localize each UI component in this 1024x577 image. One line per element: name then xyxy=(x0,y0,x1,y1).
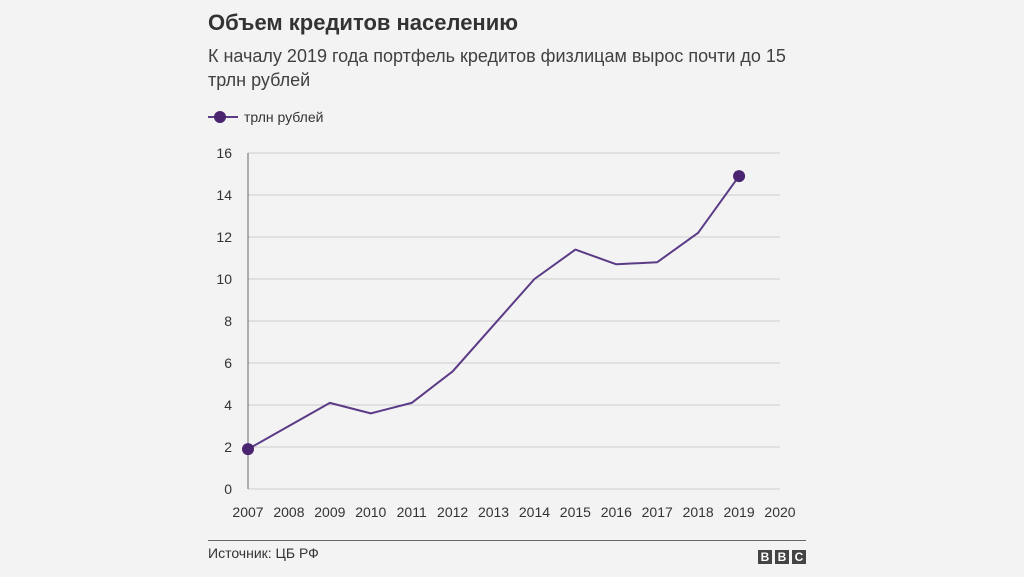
data-point-marker xyxy=(242,443,254,456)
x-tick-label: 2010 xyxy=(355,504,386,520)
footer-divider xyxy=(208,540,806,541)
x-tick-label: 2009 xyxy=(314,504,345,520)
source-note: Источник: ЦБ РФ xyxy=(208,545,319,561)
y-tick-label: 6 xyxy=(224,355,232,371)
y-tick-label: 16 xyxy=(216,145,232,161)
bbc-logo-letter: B xyxy=(758,550,772,564)
legend-line-marker-icon xyxy=(208,111,238,123)
x-tick-label: 2014 xyxy=(519,504,550,520)
x-tick-label: 2017 xyxy=(642,504,673,520)
x-tick-label: 2018 xyxy=(683,504,714,520)
x-tick-label: 2012 xyxy=(437,504,468,520)
y-tick-label: 0 xyxy=(224,481,232,497)
x-tick-label: 2013 xyxy=(478,504,509,520)
x-tick-label: 2020 xyxy=(764,504,795,520)
chart-title: Объем кредитов населению xyxy=(208,10,519,35)
y-tick-label: 14 xyxy=(216,187,232,203)
x-tick-label: 2019 xyxy=(723,504,754,520)
y-tick-label: 10 xyxy=(216,271,232,287)
legend-label: трлн рублей xyxy=(244,109,324,125)
chart-subtitle: К началу 2019 года портфель кредитов физ… xyxy=(208,46,786,90)
x-tick-label: 2008 xyxy=(273,504,304,520)
y-tick-label: 4 xyxy=(224,397,232,413)
bbc-logo-letter: C xyxy=(792,550,806,564)
y-tick-label: 12 xyxy=(216,229,232,245)
data-point-marker xyxy=(733,170,746,183)
series-line xyxy=(247,175,740,450)
bbc-logo: B B C xyxy=(758,550,806,564)
bbc-logo-letter: B xyxy=(775,550,789,564)
x-tick-label: 2015 xyxy=(560,504,591,520)
y-tick-label: 8 xyxy=(224,313,232,329)
x-tick-label: 2007 xyxy=(232,504,263,520)
x-tick-label: 2016 xyxy=(601,504,632,520)
x-tick-label: 2011 xyxy=(397,504,427,520)
legend: трлн рублей xyxy=(208,107,323,127)
y-tick-label: 2 xyxy=(224,439,232,455)
